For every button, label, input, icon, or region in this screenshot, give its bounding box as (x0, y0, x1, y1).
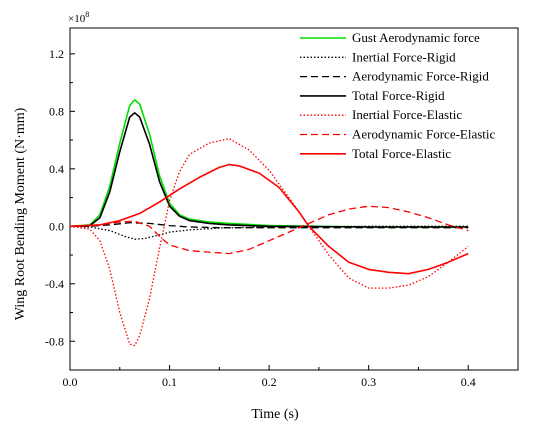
y-tick-label: -0.8 (45, 334, 64, 348)
x-axis-title: Time (s) (251, 407, 299, 422)
y-tick-label: 1.2 (49, 47, 64, 61)
legend-label: Gust Aerodynamic force (352, 30, 480, 45)
axes: 0.0 0.1 0.2 0.3 0.4 -0.8 -0.4 0.0 0.4 0.8 1.2 (45, 27, 519, 389)
series-line-inertial-force-rigid (69, 225, 469, 240)
x-tick-label: 0.4 (461, 375, 476, 389)
series-line-inertial-force-elastic (69, 137, 469, 347)
x-tick-label: 0.1 (162, 375, 177, 389)
series-line-aerodynamic-force-elastic (69, 205, 469, 255)
y-tick-label: 0.8 (49, 104, 64, 118)
legend-label: Total Force-Elastic (352, 146, 451, 161)
y-tick-label: 0.4 (49, 162, 64, 176)
y-tick-label: -0.4 (45, 277, 64, 291)
plot-frame (69, 27, 519, 371)
series-group (69, 99, 469, 347)
legend-label: Aerodynamic Force-Elastic (352, 127, 496, 142)
legend-label: Inertial Force-Rigid (352, 49, 456, 64)
legend-label: Inertial Force-Elastic (352, 107, 462, 122)
series-line-total-force-rigid (69, 112, 469, 228)
y-axis-title: Wing Root Bending Moment (N·mm) (13, 107, 28, 320)
y-tick-label: 0.0 (49, 219, 64, 233)
legend: Gust Aerodynamic force Inertial Force-Rig… (300, 30, 496, 161)
series-line-total-force-elastic (69, 163, 469, 275)
x-tick-label: 0.3 (361, 375, 376, 389)
exponent-base: ×10 (68, 13, 86, 25)
legend-label: Total Force-Rigid (352, 88, 445, 103)
exponent-power: 8 (85, 10, 89, 19)
x-tick-label: 0.0 (63, 375, 78, 389)
x-tick-label: 0.2 (262, 375, 277, 389)
series-line-aerodynamic-force-rigid (70, 222, 469, 229)
y-axis-exponent: ×108 (68, 10, 89, 25)
legend-label: Aerodynamic Force-Rigid (352, 69, 489, 84)
